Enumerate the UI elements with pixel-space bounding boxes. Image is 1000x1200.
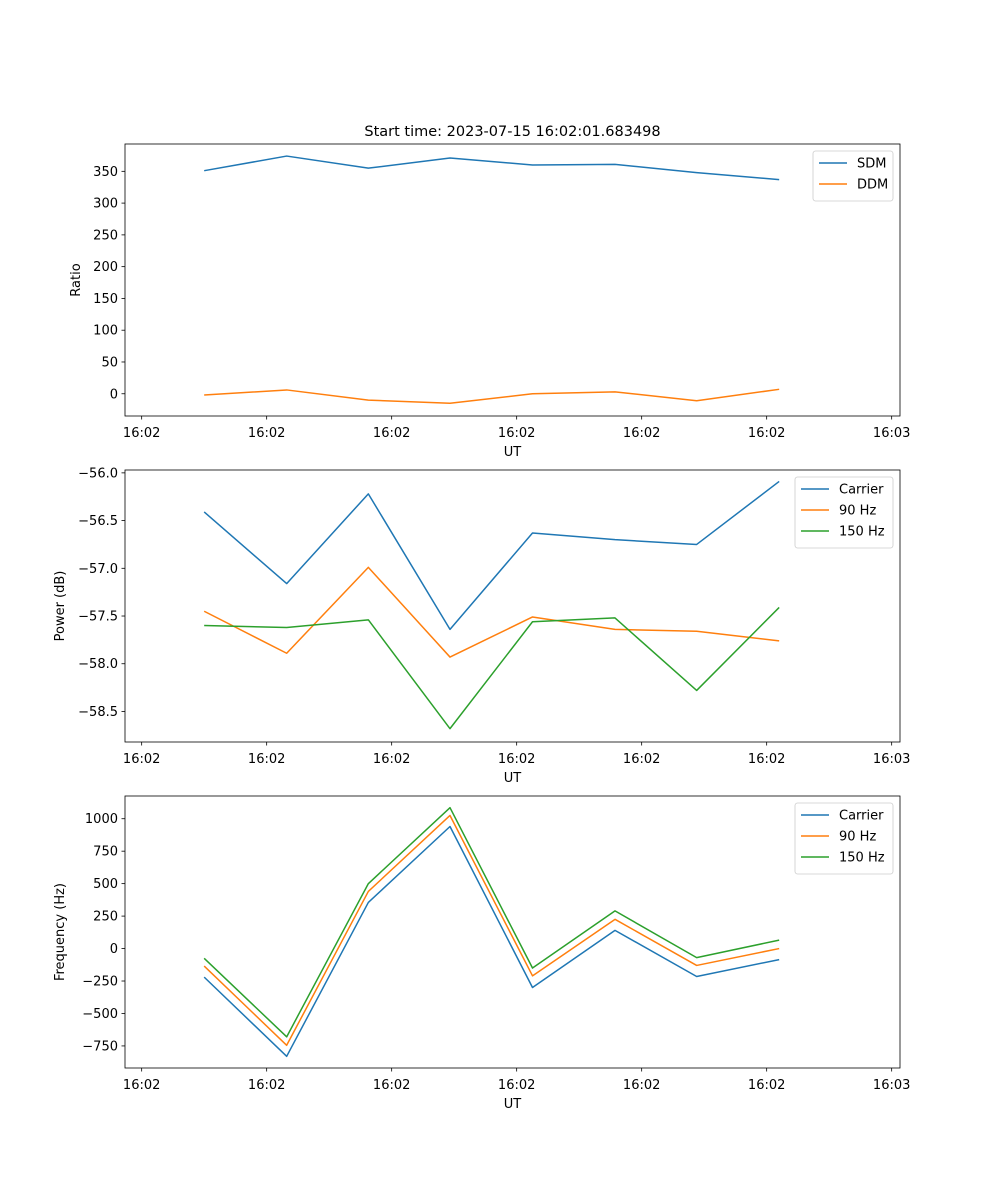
series-line-ddm	[204, 388, 780, 405]
legend-label: SDM	[857, 157, 886, 172]
y-tick-label: −57.0	[78, 562, 118, 577]
series-line-90-hz	[203, 566, 780, 658]
x-tick-label: 16:02	[123, 1078, 160, 1093]
x-tick-label: 16:03	[873, 752, 910, 767]
x-tick-label: 16:02	[248, 426, 285, 441]
y-tick-label: 250	[93, 910, 118, 925]
x-tick-label: 16:02	[623, 752, 660, 767]
x-axis-label: UT	[504, 771, 522, 786]
legend-label: 150 Hz	[839, 525, 885, 540]
y-tick-label: 500	[93, 877, 118, 892]
x-tick-label: 16:02	[748, 752, 785, 767]
y-tick-label: 750	[93, 845, 118, 860]
x-tick-label: 16:02	[123, 426, 160, 441]
x-tick-label: 16:02	[748, 426, 785, 441]
series-line-150-hz	[204, 606, 780, 730]
x-tick-label: 16:02	[373, 1078, 410, 1093]
legend-label: DDM	[857, 178, 888, 193]
y-tick-label: 150	[93, 292, 118, 307]
x-tick-label: 16:02	[748, 1078, 785, 1093]
y-tick-label: −57.5	[78, 610, 118, 625]
y-axis-label: Power (dB)	[53, 571, 68, 642]
y-tick-label: 300	[93, 197, 118, 212]
legend-label: 90 Hz	[839, 504, 876, 519]
x-tick-label: 16:02	[373, 426, 410, 441]
y-tick-label: 250	[93, 228, 118, 243]
y-axis-label: Frequency (Hz)	[53, 883, 68, 981]
x-axis-label: UT	[504, 445, 522, 460]
plot-frame	[124, 143, 901, 417]
legend-label: 150 Hz	[839, 851, 885, 866]
legend: SDM DDM	[812, 150, 894, 202]
x-tick-label: 16:02	[623, 426, 660, 441]
y-tick-label: −58.0	[78, 657, 118, 672]
y-tick-label: −750	[82, 1039, 118, 1054]
y-axis-label: Ratio	[69, 263, 84, 296]
x-tick-label: 16:03	[873, 1078, 910, 1093]
y-tick-label: 0	[110, 387, 118, 402]
plot-frame	[124, 469, 901, 743]
series-line-150-hz	[203, 806, 780, 1038]
legend-label: Carrier	[839, 809, 884, 824]
legend: Carrier 90 Hz 150 Hz	[794, 802, 894, 875]
legend-label: Carrier	[839, 483, 884, 498]
y-tick-label: 350	[93, 165, 118, 180]
x-tick-label: 16:02	[123, 752, 160, 767]
x-tick-label: 16:02	[248, 752, 285, 767]
x-tick-label: 16:02	[248, 1078, 285, 1093]
series-line-carrier	[203, 825, 780, 1058]
y-tick-label: 200	[93, 260, 118, 275]
y-tick-label: 50	[101, 355, 118, 370]
y-tick-label: 0	[110, 942, 118, 957]
y-tick-label: 1000	[85, 812, 118, 827]
y-tick-label: −56.0	[78, 466, 118, 481]
y-tick-label: −500	[82, 1007, 118, 1022]
series-line-90-hz	[203, 814, 780, 1047]
panel-3: 16:02 16:02 16:02 16:02 16:02 16:02 16:03 UT −75…	[53, 795, 910, 1112]
panel-2: 16:02 16:02 16:02 16:02 16:02 16:02 16:03 UT −58…	[53, 466, 910, 786]
y-tick-label: −250	[82, 975, 118, 990]
x-tick-label: 16:03	[873, 426, 910, 441]
x-axis-label: UT	[504, 1097, 522, 1112]
panel-1: 16:02 16:02 16:02 16:02 16:02 16:02 16:03 UT 0 50…	[69, 143, 910, 460]
plot-frame	[124, 795, 901, 1069]
legend-label: 90 Hz	[839, 830, 876, 845]
x-tick-label: 16:02	[623, 1078, 660, 1093]
series-line-carrier	[203, 480, 780, 631]
y-tick-label: −58.5	[78, 705, 118, 720]
y-tick-label: −56.5	[78, 514, 118, 529]
series-line-sdm	[204, 155, 780, 181]
x-tick-label: 16:02	[373, 752, 410, 767]
x-tick-label: 16:02	[498, 752, 535, 767]
legend: Carrier 90 Hz 150 Hz	[794, 476, 894, 549]
x-tick-label: 16:02	[498, 426, 535, 441]
x-tick-label: 16:02	[498, 1078, 535, 1093]
figure-title: Start time: 2023-07-15 16:02:01.683498	[364, 124, 660, 140]
y-tick-label: 100	[93, 324, 118, 339]
